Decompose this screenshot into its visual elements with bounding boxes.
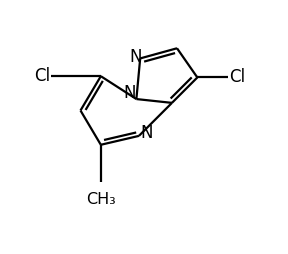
Text: N: N [129, 48, 142, 66]
Text: CH₃: CH₃ [86, 192, 116, 207]
Text: Cl: Cl [34, 67, 50, 85]
Text: N: N [124, 85, 136, 102]
Text: Cl: Cl [229, 69, 245, 86]
Text: N: N [140, 124, 153, 142]
